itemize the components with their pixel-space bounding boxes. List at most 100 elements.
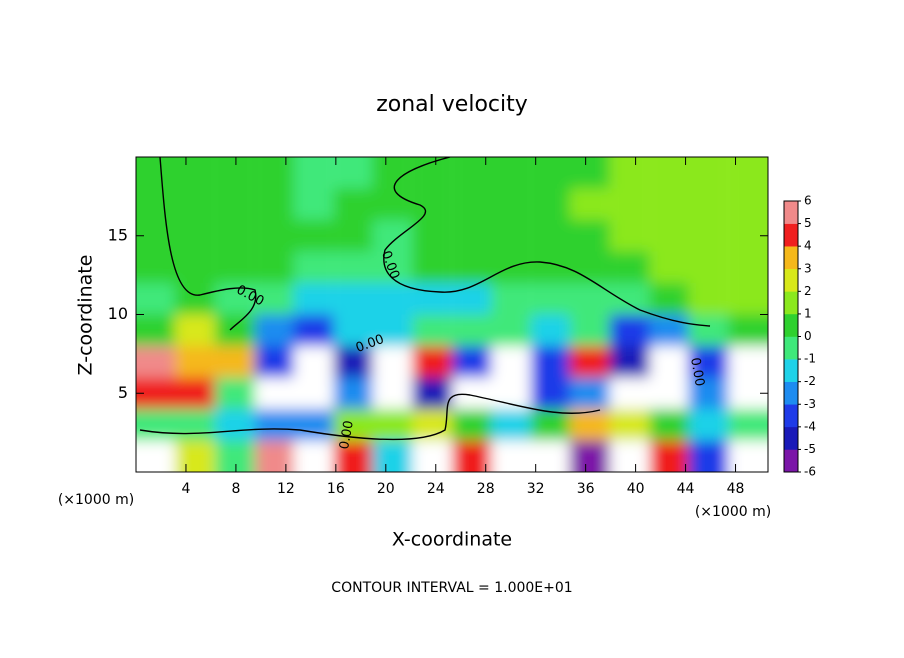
field-cell [530,283,571,315]
field-cell [609,314,650,347]
colorbar-label: -1 [804,352,816,366]
field-cell [412,251,453,284]
field-cell [333,377,374,410]
field-cell [214,157,255,189]
field-cell [688,377,729,410]
field-cell [649,220,690,252]
field-cell [490,283,531,315]
chart-title: zonal velocity [376,92,528,117]
x-tick-label: 36 [577,481,595,497]
field-cell [372,409,413,441]
field-cell [254,346,295,378]
field-cell [254,409,295,441]
colorbar-bin [784,246,798,270]
field-cell [254,188,295,221]
field-cell [174,157,215,189]
field [136,157,768,472]
field-cell [728,283,768,315]
field-cell [136,409,177,441]
field-cell [569,314,610,347]
field-cell [293,440,334,472]
field-cell [490,157,531,189]
field-cell [649,188,690,221]
field-cell [530,346,571,378]
field-cell [490,188,531,221]
field-cell [609,283,650,315]
field-cell [372,377,413,410]
colorbar-bin [784,381,798,405]
field-cell [649,283,690,315]
field-cell [174,314,215,347]
field-cell [649,409,690,441]
field-cell [412,377,453,410]
field-cell [728,314,768,347]
field-cell [452,220,493,252]
field-cell [530,409,571,441]
field-cell [728,440,768,472]
field-cell [293,377,334,410]
colorbar-bin [784,268,798,292]
colorbar-bin [784,449,798,473]
colorbar-bin [784,223,798,247]
field-cell [452,409,493,441]
field-cell [452,346,493,378]
x-tick-label: 4 [181,481,190,497]
field-cell [254,314,295,347]
field-cell [688,157,729,189]
field-cell [569,346,610,378]
field-cell [254,283,295,315]
field-cell [333,251,374,284]
field-cell [649,157,690,189]
contour-label: 0.00 [687,356,707,387]
colorbar-label: -3 [804,397,816,411]
field-cell [728,220,768,252]
field-cell [333,220,374,252]
field-cell [293,314,334,347]
field-cell [452,283,493,315]
field-cell [569,251,610,284]
x-tick-label: 20 [377,481,395,497]
field-cell [490,220,531,252]
colorbar-label: 2 [804,284,812,298]
colorbar-label: -2 [804,374,816,388]
field-cell [372,346,413,378]
x-tick-label: 28 [477,481,495,497]
x-axis-label: X-coordinate [392,529,512,551]
x-tick-label: 8 [231,481,240,497]
field-cell [293,157,334,189]
field-cell [609,157,650,189]
colorbar-label: 6 [804,194,812,208]
field-cell [214,409,255,441]
field-cell [372,440,413,472]
colorbar-bin [784,404,798,428]
field-cell [688,251,729,284]
field-cell [728,251,768,284]
field-cell [333,157,374,189]
field-cell [412,346,453,378]
field-cell [136,314,177,347]
field-cell [688,346,729,378]
field-cell [452,157,493,189]
field-cell [649,377,690,410]
field-cell [293,251,334,284]
contour-line [159,157,257,331]
x-unit: (×1000 m) [58,492,134,508]
field-cell [649,251,690,284]
field-cell [214,251,255,284]
colorbar-bin [784,291,798,315]
field-cell [333,346,374,378]
field-cell [530,440,571,472]
field-cell [569,409,610,441]
field-cell [214,346,255,378]
field-cell [649,440,690,472]
field-cell [333,440,374,472]
field-cell [136,440,177,472]
field-cell [136,251,177,284]
field-cell [214,220,255,252]
x-tick-label: 12 [277,481,295,497]
field-cell [174,283,215,315]
field-cell [214,440,255,472]
colorbar-label: -5 [804,442,816,456]
field-cell [293,346,334,378]
colorbar-label: 4 [804,239,812,253]
